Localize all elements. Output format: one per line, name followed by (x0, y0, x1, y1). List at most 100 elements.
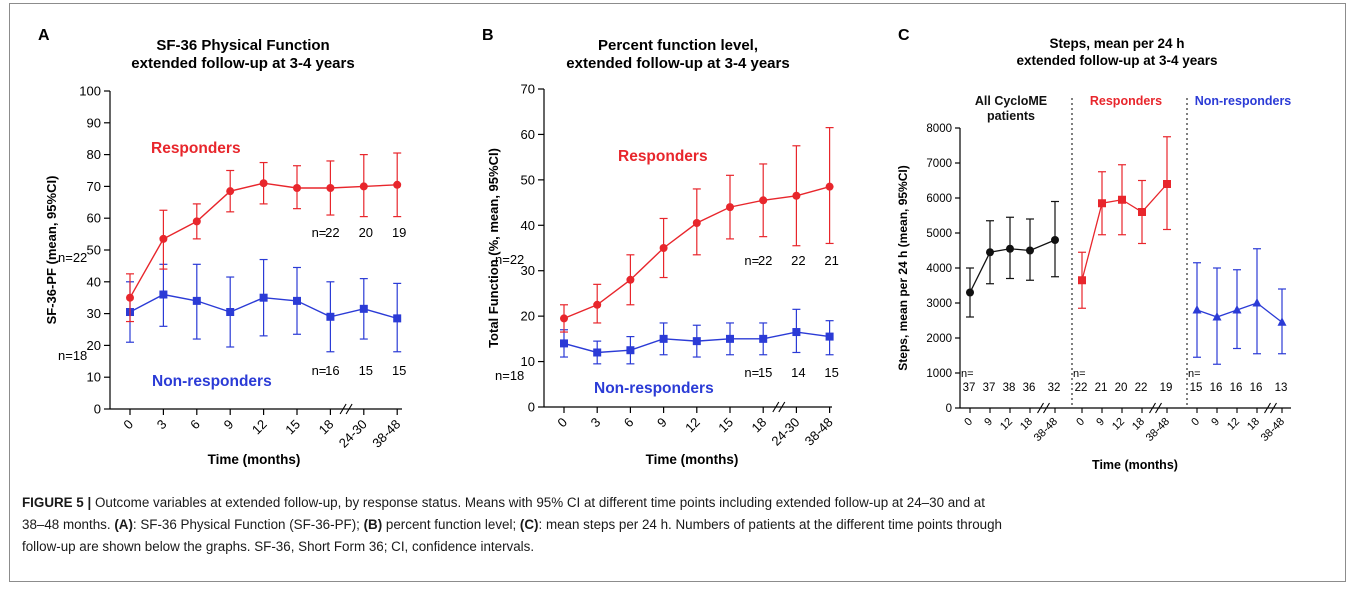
a-y-tick-label: 100 (79, 84, 101, 99)
a-n-nonresponders: 16 (325, 363, 339, 378)
c-y-tick-label: 3000 (926, 298, 952, 310)
a-y-tick-label: 80 (87, 147, 101, 162)
b-point-nonresponders (825, 332, 834, 341)
a-n-prefix-nonresponders: n= (312, 363, 327, 378)
c-group-label: Responders (1090, 94, 1162, 108)
c-point (966, 288, 974, 297)
c-n-prefix: n= (961, 368, 974, 380)
c-axis-break-2 (1270, 402, 1277, 414)
c-point (1006, 244, 1014, 253)
a-x-tick-label: 12 (249, 417, 270, 438)
b-point-nonresponders (560, 339, 568, 348)
a-y-axis-label: SF-36-PF (mean, 95%CI) (44, 176, 59, 325)
b-x-tick-label: 6 (621, 415, 637, 431)
caption-a-text: : SF-36 Physical Function (SF-36-PF); (132, 517, 364, 532)
a-x-tick-label: 18 (316, 417, 337, 438)
a-y-tick-label: 60 (87, 211, 101, 226)
a-title-line: extended follow-up at 3-4 years (131, 55, 354, 72)
c-x-tick-label: 38-48 (1032, 416, 1060, 444)
a-y-tick-label: 90 (87, 115, 101, 130)
a-point-responders (359, 182, 368, 191)
a-x-tick-label: 0 (120, 417, 136, 433)
b-n-responders: 22 (758, 253, 772, 268)
c-point (1212, 312, 1222, 321)
figure-frame (9, 3, 1346, 582)
c-n-count: 22 (1135, 382, 1148, 394)
c-axis-break-1 (1264, 402, 1271, 414)
b-series-nonresponders (560, 308, 834, 365)
c-x-tick-label: 0 (1189, 416, 1202, 429)
c-point (1277, 317, 1287, 326)
b-n-prefix-responders: n= (744, 253, 759, 268)
caption-label: FIGURE 5 | (22, 495, 92, 510)
a-n-responders: 19 (392, 225, 406, 240)
b-point-responders (726, 203, 734, 212)
b-y-tick-label: 40 (521, 218, 535, 233)
caption-b-text: percent function level; (382, 517, 520, 532)
c-x-tick-label: 12 (1225, 416, 1242, 433)
b-x-tick-label: 38-48 (802, 415, 836, 449)
b-y-axis-label: Total Function (%, mean, 95%CI) (486, 148, 501, 348)
a-point-nonresponders (293, 296, 301, 305)
b-y-tick-label: 70 (521, 82, 535, 97)
c-x-tick-label: 0 (962, 416, 975, 429)
b-title-line: Percent function level, (598, 37, 758, 54)
b-n-start-responders: n=22 (495, 252, 524, 267)
b-point-responders (759, 196, 768, 205)
b-point-responders (593, 300, 602, 309)
a-point-nonresponders (326, 312, 335, 321)
c-n-count: 22 (1075, 382, 1088, 394)
c-y-tick-label: 0 (946, 403, 952, 415)
b-n-prefix-nonresponders: n= (744, 365, 759, 380)
b-point-nonresponders (659, 334, 668, 343)
b-x-tick-label: 0 (554, 415, 570, 431)
c-title-line: extended follow-up at 3-4 years (1016, 53, 1217, 68)
c-point (1051, 236, 1059, 244)
a-y-tick-label: 40 (87, 274, 101, 289)
c-n-count: 37 (983, 382, 996, 394)
chart-c: C Steps, mean per 24 h extended follow-up … (896, 27, 1291, 472)
a-n-prefix-responders: n= (312, 225, 327, 240)
c-y-tick-label: 4000 (926, 263, 952, 275)
c-title-line: Steps, mean per 24 h (1049, 36, 1184, 51)
a-y-tick-label: 10 (87, 370, 101, 385)
c-n-count: 38 (1003, 382, 1016, 394)
b-x-tick-label: 9 (654, 415, 670, 431)
c-n-count: 20 (1115, 382, 1128, 394)
a-x-tick-label: 24-30 (336, 417, 370, 451)
b-y-tick-label: 0 (528, 400, 535, 415)
b-series-responders (560, 127, 834, 333)
c-point (1098, 199, 1106, 208)
a-point-responders (126, 293, 134, 302)
c-axis-break-2 (1155, 402, 1162, 414)
caption-ref-b: (B) (363, 517, 383, 532)
a-point-responders (159, 234, 168, 243)
c-n-count: 32 (1048, 382, 1061, 394)
c-x-tick-label: 18 (1018, 416, 1035, 433)
c-point (1252, 298, 1262, 307)
a-x-tick-label: 15 (282, 417, 303, 438)
b-y-tick-label: 50 (521, 172, 535, 187)
b-n-responders: 21 (824, 253, 838, 268)
caption-ref-a: (A) (114, 517, 133, 532)
c-point (986, 248, 994, 257)
caption-c-text: : mean steps per 24 h. Numbers of patien… (538, 517, 1002, 532)
a-n-nonresponders: 15 (392, 363, 406, 378)
c-x-tick-label: 18 (1130, 416, 1147, 433)
c-y-tick-label: 1000 (926, 368, 952, 380)
a-point-responders (226, 187, 235, 196)
b-title-line: extended follow-up at 3-4 years (566, 55, 789, 72)
a-title-line: SF-36 Physical Function (156, 37, 329, 54)
b-x-tick-label: 3 (588, 415, 604, 431)
c-group-label: All CycloME (975, 94, 1047, 108)
b-axis-break-2 (778, 401, 786, 413)
a-x-tick-label: 9 (221, 417, 237, 433)
b-point-responders (659, 244, 668, 252)
c-point (1138, 208, 1146, 216)
c-n-count: 16 (1250, 382, 1263, 394)
a-axis-break-1 (339, 403, 347, 415)
c-x-tick-label: 38-48 (1144, 416, 1172, 444)
a-n-start-responders: n=22 (58, 250, 87, 265)
